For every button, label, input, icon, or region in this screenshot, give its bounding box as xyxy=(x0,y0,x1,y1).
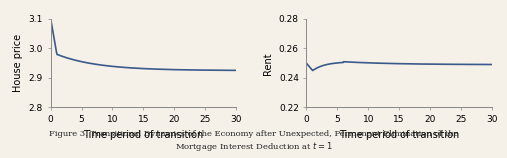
Text: Figure 3. Transitional Dynamics of the Economy after Unexpected, Permanent Elimi: Figure 3. Transitional Dynamics of the E… xyxy=(49,131,458,153)
X-axis label: Time period of transition: Time period of transition xyxy=(339,130,459,140)
Y-axis label: House price: House price xyxy=(13,34,23,92)
Y-axis label: Rent: Rent xyxy=(263,52,273,75)
X-axis label: Time period of transition: Time period of transition xyxy=(83,130,203,140)
